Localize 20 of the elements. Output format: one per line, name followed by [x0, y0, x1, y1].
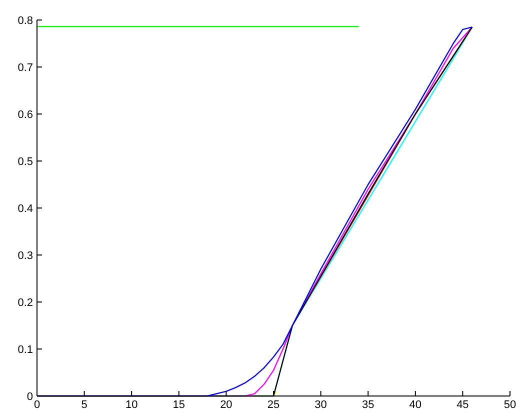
y-tick-label: 0.5 — [18, 156, 33, 168]
x-tick-label: 25 — [267, 399, 280, 411]
y-tick-label: 0.3 — [18, 250, 33, 262]
y-tick-label: 0.4 — [18, 203, 33, 215]
y-tick-label: 0.1 — [18, 344, 33, 356]
y-tick-label: 0 — [26, 391, 33, 403]
y-tick-label: 0.2 — [18, 297, 33, 309]
y-tick-label: 0.7 — [18, 62, 33, 74]
x-tick-label: 45 — [456, 399, 469, 411]
y-tick-label: 0.6 — [18, 109, 33, 121]
x-tick-label: 15 — [172, 399, 186, 411]
x-tick-label: 5 — [81, 399, 88, 411]
x-tick-label: 30 — [314, 399, 327, 411]
y-tick-label: 0.8 — [18, 15, 33, 27]
x-tick-label: 35 — [362, 399, 374, 411]
x-tick-label: 50 — [504, 399, 516, 411]
x-tick-label: 0 — [34, 399, 40, 411]
x-tick-label: 20 — [220, 399, 232, 411]
x-tick-label: 10 — [125, 399, 138, 411]
x-tick-label: 40 — [409, 399, 422, 411]
